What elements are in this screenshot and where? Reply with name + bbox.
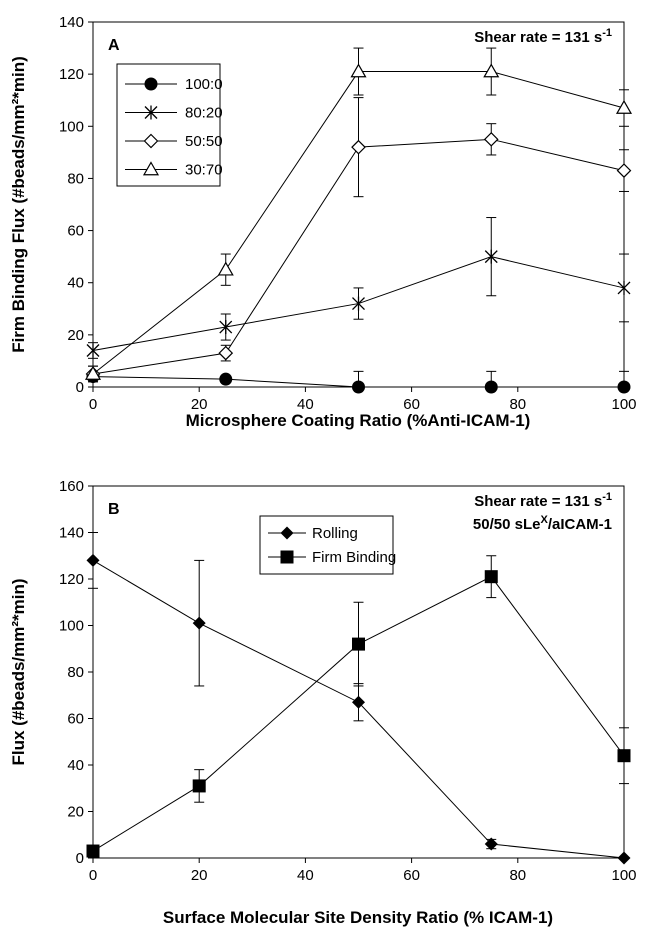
legend-label: 50:50 (185, 133, 223, 150)
data-point (84, 365, 102, 380)
x-tick-label: 100 (611, 396, 636, 413)
data-point (219, 372, 233, 386)
data-point (617, 749, 631, 763)
legend-label: 100:0 (185, 76, 223, 93)
x-axis-label: Microsphere Coating Ratio (%Anti-ICAM-1) (186, 411, 531, 430)
legend-entry: 100:0 (125, 76, 223, 93)
legend-marker (280, 526, 294, 540)
x-tick-label: 40 (297, 867, 314, 884)
x-tick-label: 80 (509, 867, 526, 884)
legend-marker (142, 161, 160, 176)
data-point (352, 637, 365, 651)
y-tick-label: 80 (67, 664, 84, 681)
data-point (484, 380, 498, 394)
data-point (352, 380, 365, 394)
data-point (483, 131, 499, 147)
data-point (484, 249, 498, 264)
chart-panel-a: 0 20 40 60 80 100 0 20 40 60 80 100 120 140 Microspher… (9, 14, 637, 430)
y-tick-label: 0 (76, 379, 84, 396)
y-tick-label: 60 (67, 711, 84, 728)
y-tick-label: 140 (59, 14, 84, 31)
legend-entry: 80:20 (125, 105, 223, 122)
x-tick-label: 0 (89, 867, 97, 884)
y-tick-label: 20 (67, 804, 84, 821)
data-point (615, 99, 633, 114)
data-point (484, 837, 498, 851)
y-tick-label: 40 (67, 757, 84, 774)
y-tick-label: 20 (67, 327, 84, 344)
y-tick-label: 120 (59, 571, 84, 588)
shear-rate-annotation: Shear rate = 131 s-1 (474, 27, 612, 46)
series-firm-binding (86, 555, 631, 858)
legend-entry: Rolling (268, 525, 358, 542)
data-point (617, 851, 631, 865)
y-tick-label: 0 (76, 850, 84, 867)
legend-label: 80:20 (185, 105, 223, 122)
data-point (192, 616, 206, 630)
x-tick-label: 60 (403, 867, 420, 884)
y-tick-label: 60 (67, 223, 84, 240)
legend-entry: 30:70 (125, 161, 223, 179)
legend: 100:0 80:20 50:50 30:70 (116, 63, 223, 187)
legend-label: 30:70 (185, 162, 223, 179)
legend-marker (143, 133, 159, 149)
y-tick-label: 100 (59, 118, 84, 135)
shear-rate-annotation: Shear rate = 131 s-1 (474, 491, 612, 510)
x-tick-label: 60 (403, 396, 420, 413)
legend-label: Rolling (312, 525, 358, 542)
y-tick-label: 80 (67, 170, 84, 187)
y-tick-label: 160 (59, 478, 84, 495)
coating-annotation: 50/50 sLeX/aICAM-1 (473, 514, 612, 533)
chart-panel-b: 0 20 40 60 80 100 0 20 40 60 80 100 120 140 160 Surface… (9, 478, 637, 927)
data-point (217, 261, 234, 276)
data-point (352, 296, 365, 311)
data-point (484, 570, 498, 584)
series-rolling (86, 532, 631, 865)
y-tick-label: 100 (59, 618, 84, 635)
y-tick-label: 40 (67, 275, 84, 292)
legend-marker (144, 77, 158, 91)
data-point (86, 553, 100, 567)
y-axis-label: Firm Binding Flux (#beads/mm²*min) (9, 56, 28, 353)
x-tick-label: 20 (191, 396, 208, 413)
data-point (218, 345, 234, 361)
y-axis-label: Flux (#beads/mm²*min) (9, 578, 28, 765)
x-axis-label: Surface Molecular Site Density Ratio (% … (163, 908, 553, 927)
series-30-70 (84, 47, 633, 383)
legend-entry: Firm Binding (268, 549, 396, 566)
x-tick-label: 20 (191, 867, 208, 884)
legend-entry: 50:50 (125, 133, 223, 150)
panel-label: A (108, 37, 120, 54)
legend-label: Firm Binding (312, 549, 396, 566)
x-tick-label: 80 (509, 396, 526, 413)
data-point (219, 320, 233, 335)
data-point (617, 380, 631, 394)
data-point (616, 163, 632, 178)
y-tick-label: 140 (59, 525, 84, 542)
legend-marker (144, 105, 158, 120)
series-80-20 (86, 217, 631, 359)
series-100-0 (86, 370, 631, 394)
y-tick-label: 120 (59, 66, 84, 83)
data-point (350, 63, 367, 78)
data-point (352, 695, 365, 709)
legend-box (259, 515, 394, 575)
x-tick-label: 100 (611, 867, 636, 884)
data-point (351, 139, 366, 155)
data-point (483, 63, 500, 78)
data-point (192, 779, 206, 793)
data-point (617, 280, 631, 295)
x-tick-label: 0 (89, 396, 97, 413)
legend-marker (280, 550, 294, 564)
data-point (86, 343, 100, 358)
legend: Rolling Firm Binding (259, 515, 396, 575)
panel-label: B (108, 501, 120, 518)
data-point (86, 844, 100, 858)
x-tick-label: 40 (297, 396, 314, 413)
